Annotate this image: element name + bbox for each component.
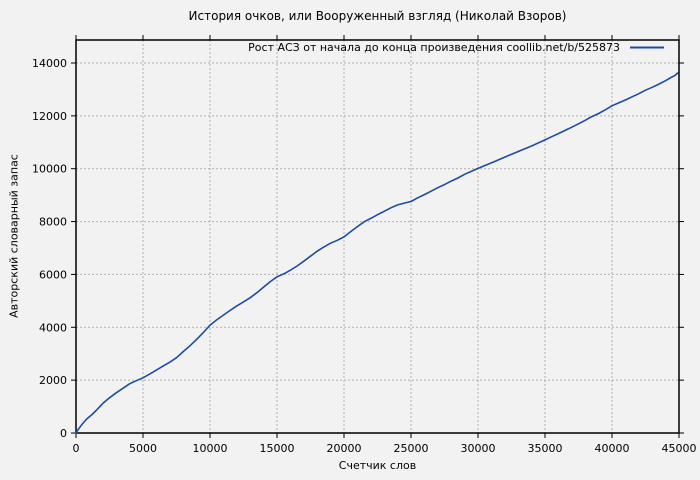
x-tick-label: 20000 [327, 442, 362, 455]
y-tick-label: 10000 [32, 163, 67, 176]
chart-title: История очков, или Вооруженный взгляд (Н… [188, 9, 567, 23]
gridlines [76, 40, 679, 433]
series-line [75, 72, 679, 434]
x-tick-label: 0 [73, 442, 80, 455]
x-tick-label: 5000 [129, 442, 157, 455]
legend-label: Рост АСЗ от начала до конца произведения… [248, 41, 620, 54]
x-tick-label: 40000 [595, 442, 630, 455]
x-tick-label: 10000 [193, 442, 228, 455]
x-axis-label: Счетчик слов [338, 459, 417, 472]
x-tick-label: 35000 [528, 442, 563, 455]
tick-marks [71, 35, 684, 438]
y-tick-label: 12000 [32, 110, 67, 123]
y-tick-label: 8000 [39, 216, 67, 229]
x-tick-label: 25000 [394, 442, 429, 455]
y-tick-label: 4000 [39, 321, 67, 334]
plot-border [75, 39, 680, 434]
x-tick-label: 45000 [662, 442, 697, 455]
legend-line-sample [630, 46, 664, 49]
legend: Рост АСЗ от начала до конца произведения… [248, 41, 665, 54]
tick-labels: 0 5000 10000 15000 20000 25000 30000 35000 40000… [32, 57, 697, 455]
y-tick-label: 6000 [39, 268, 67, 281]
x-tick-label: 15000 [260, 442, 295, 455]
x-tick-label: 30000 [461, 442, 496, 455]
y-tick-label: 2000 [39, 374, 67, 387]
y-tick-label: 14000 [32, 57, 67, 70]
y-tick-label: 0 [60, 427, 67, 440]
